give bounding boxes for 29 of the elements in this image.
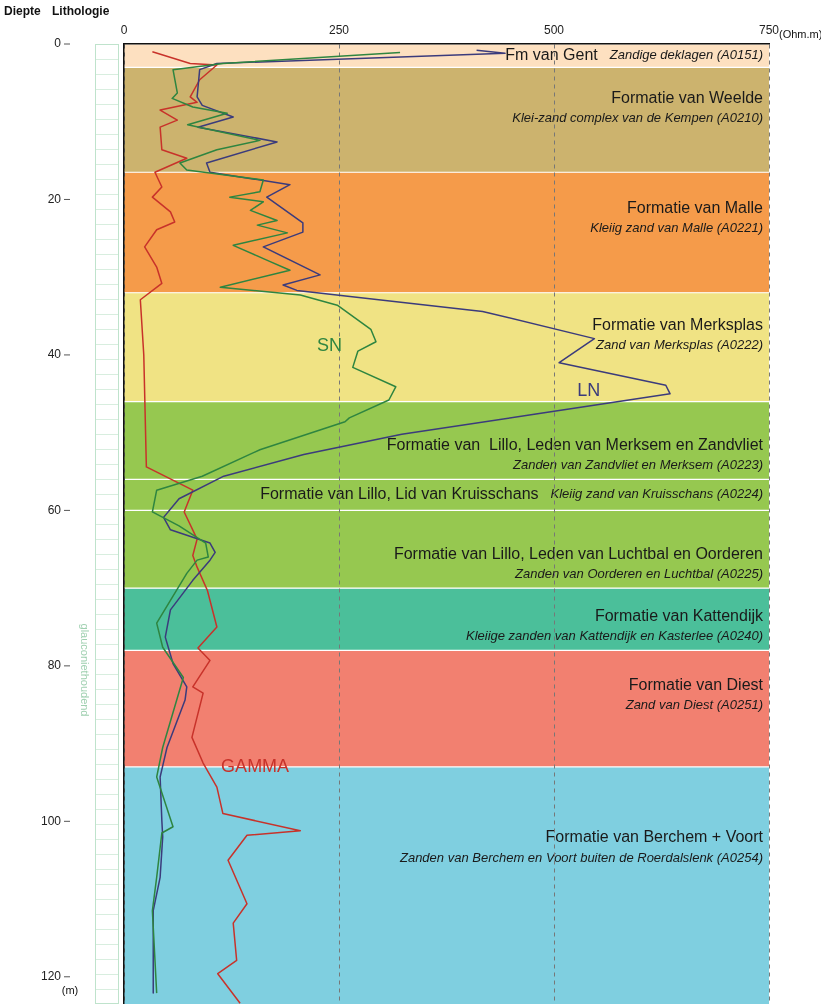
y-tick-label: 0 (54, 36, 62, 51)
series-label: LN (577, 379, 601, 400)
x-tick-label: 750 (758, 23, 780, 38)
y-tick-label: 40 (47, 347, 62, 362)
x-tick-label: 0 (120, 23, 128, 38)
band-label: Formatie van Lillo, Leden van Merksem en Zandvliet Zanden van Zandvliet en Merksem (A0223) (386, 435, 764, 472)
y-tick-label: 60 (47, 502, 62, 517)
band-label: Formatie van Berchem + Voort Zanden van Berchem en Voort buiten de Roerdalslenk (A0254) (398, 828, 764, 865)
x-tick-label: 500 (543, 23, 565, 38)
band-label: Formatie van Diest Zand van Diest (A0251) (624, 675, 764, 712)
y-tick-label: 20 (47, 191, 62, 206)
y-axis-title: Diepte (4, 4, 41, 19)
x-tick-label: 250 (328, 23, 350, 38)
y-tick-label: 100 (40, 813, 62, 828)
text: (m) (61, 983, 79, 996)
text: Lithologie (52, 4, 110, 19)
band-label: Formatie van Kattendijk Kleiige zanden van Kattendijk en Kasterlee (A0240) (465, 606, 764, 643)
band-label: Formatie van Merksplas Zand van Merksplas (A0222) (592, 315, 763, 352)
band-label: Formatie van Weelde Klei-zand complex van de Kempen (A0210) (512, 89, 764, 126)
series-label: SN (316, 334, 342, 355)
series-label: GAMMA (221, 756, 290, 776)
band-label: Fm van Gent Zandige deklagen (A0151) (505, 46, 764, 64)
text: glauconiethoudend (78, 623, 91, 717)
y-tick-label: 120 (40, 969, 62, 984)
y-tick-label: 80 (47, 658, 62, 673)
band-label: Formatie van Lillo, Leden van Luchtbal en Oorderen Zanden van Oorderen en Luchtbal (A0225) (393, 544, 763, 581)
band-label: Formatie van Lillo, Lid van Kruisschans Kleiig zand van Kruisschans (A0224) (260, 485, 763, 503)
band-label: Formatie van Malle Kleiig zand van Malle (A0221) (590, 198, 764, 236)
x-axis-title: (Ohm.m) (779, 28, 821, 41)
